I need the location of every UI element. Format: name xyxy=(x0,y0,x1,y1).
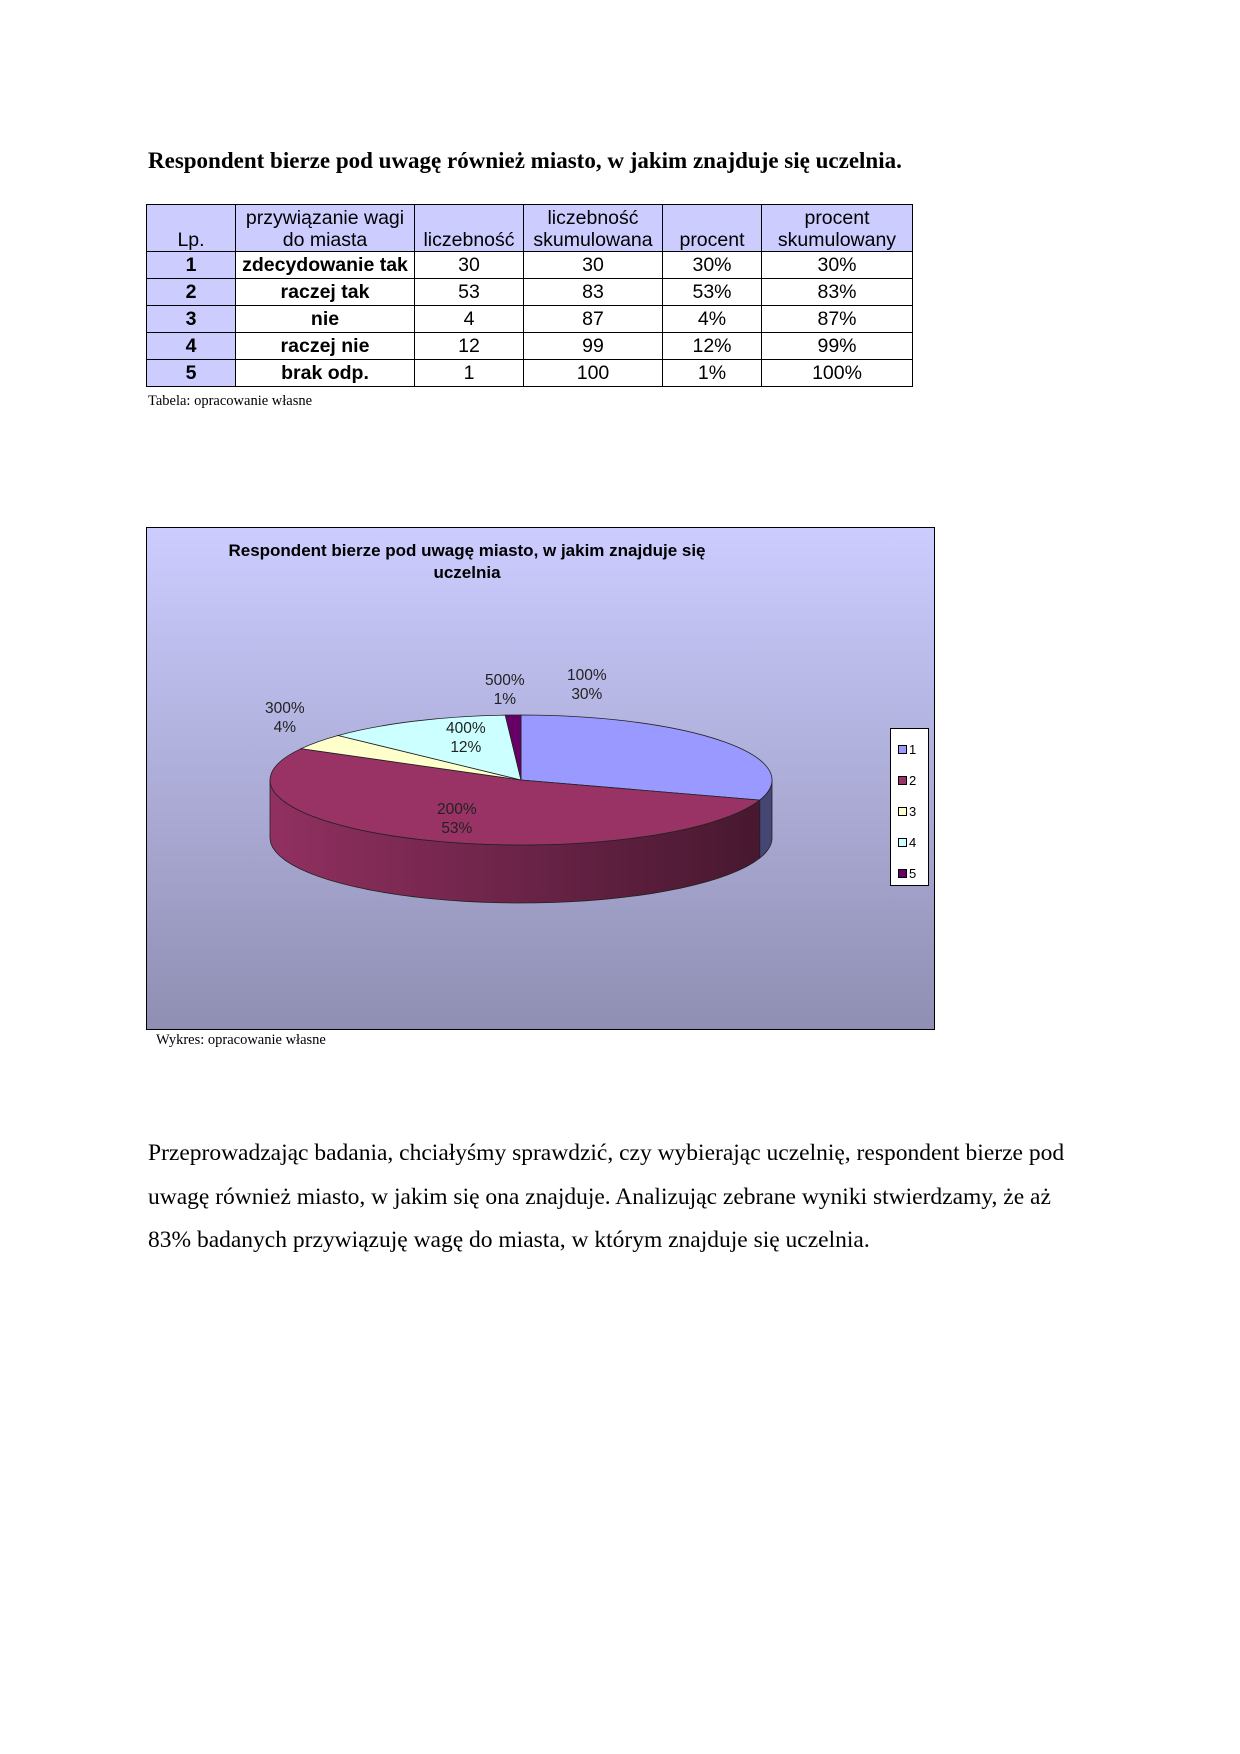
legend-label: 4 xyxy=(909,835,917,850)
table-cell: 83% xyxy=(761,278,913,306)
chart-legend: 1 2 3 4 5 xyxy=(890,728,929,886)
table-cell: 2 xyxy=(146,278,236,306)
table-cell: 99% xyxy=(761,332,913,360)
table-cell: raczej tak xyxy=(235,278,415,306)
legend-item: 2 xyxy=(898,773,916,788)
legend-label: 3 xyxy=(909,804,917,819)
table-cell: 100 xyxy=(523,359,663,387)
table-cell: 12 xyxy=(414,332,524,360)
table-cell: 30 xyxy=(523,251,663,279)
table-caption: Tabela: opracowanie własne xyxy=(148,393,313,409)
table-row: 4 raczej nie 12 99 12% 99% xyxy=(146,332,913,360)
legend-label: 5 xyxy=(909,866,917,881)
chart-caption: Wykres: opracowanie własne xyxy=(156,1032,326,1048)
section-heading: Respondent bierze pod uwagę również mias… xyxy=(148,148,902,173)
legend-item: 1 xyxy=(898,742,916,757)
table-cell: 30 xyxy=(414,251,524,279)
pie-slice-4 xyxy=(336,714,522,781)
legend-item: 5 xyxy=(898,866,916,881)
col-percent: procent xyxy=(662,204,762,252)
table-cell: 53% xyxy=(662,278,762,306)
table-cell: 1 xyxy=(146,251,236,279)
legend-item: 4 xyxy=(898,835,916,850)
table-cell: raczej nie xyxy=(235,332,415,360)
legend-swatch xyxy=(898,745,907,754)
table-row: 3 nie 4 87 4% 87% xyxy=(146,305,913,333)
pie-svg xyxy=(269,714,773,904)
table-cell: 4% xyxy=(662,305,762,333)
legend-swatch xyxy=(898,869,907,878)
table-cell: 83 xyxy=(523,278,663,306)
pie-chart: Respondent bierze pod uwagę miasto, w ja… xyxy=(146,527,935,1030)
legend-swatch xyxy=(898,776,907,785)
col-count: liczebność xyxy=(414,204,524,252)
body-paragraph: Przeprowadzając badania, chciałyśmy spra… xyxy=(148,1140,1065,1253)
col-label: przywiązanie wagi do miasta xyxy=(235,204,415,252)
table-cell: zdecydowanie tak xyxy=(235,251,415,279)
table-header-row: Lp. przywiązanie wagi do miasta liczebno… xyxy=(146,204,913,252)
table-cell: 1% xyxy=(662,359,762,387)
data-label-2: 200% 53% xyxy=(437,801,477,837)
data-label-4: 400% 12% xyxy=(446,720,486,756)
legend-label: 1 xyxy=(909,742,917,757)
table-row: 5 brak odp. 1 100 1% 100% xyxy=(146,359,913,387)
data-label-3: 300% 4% xyxy=(265,700,305,736)
table-cell: 4 xyxy=(146,332,236,360)
data-label-1: 100% 30% xyxy=(567,667,607,703)
table-cell: 30% xyxy=(761,251,913,279)
chart-title: Respondent bierze pod uwagę miasto, w ja… xyxy=(228,541,706,582)
table-row: 1 zdecydowanie tak 30 30 30% 30% xyxy=(146,251,913,279)
legend-label: 2 xyxy=(909,773,917,788)
table-cell: brak odp. xyxy=(235,359,415,387)
table-cell: 53 xyxy=(414,278,524,306)
legend-swatch xyxy=(898,838,907,847)
table-cell: 100% xyxy=(761,359,913,387)
pie-slice-1 xyxy=(520,714,773,801)
frequency-table: Lp. przywiązanie wagi do miasta liczebno… xyxy=(146,204,913,387)
col-lp: Lp. xyxy=(146,204,236,252)
data-label-5: 500% 1% xyxy=(485,672,525,708)
table-cell: 4 xyxy=(414,305,524,333)
table-cell: nie xyxy=(235,305,415,333)
legend-item: 3 xyxy=(898,804,916,819)
table-cell: 12% xyxy=(662,332,762,360)
table-cell: 5 xyxy=(146,359,236,387)
pie-slice-5 xyxy=(504,714,522,781)
table-cell: 3 xyxy=(146,305,236,333)
table-cell: 99 xyxy=(523,332,663,360)
table-row: 2 raczej tak 53 83 53% 83% xyxy=(146,278,913,306)
col-cum-percent: procent skumulowany xyxy=(761,204,913,252)
col-cum-count: liczebność skumulowana xyxy=(523,204,663,252)
pie-slice-2 xyxy=(269,748,761,846)
legend-swatch xyxy=(898,807,907,816)
table-cell: 87 xyxy=(523,305,663,333)
table-cell: 30% xyxy=(662,251,762,279)
table-cell: 87% xyxy=(761,305,913,333)
table-cell: 1 xyxy=(414,359,524,387)
